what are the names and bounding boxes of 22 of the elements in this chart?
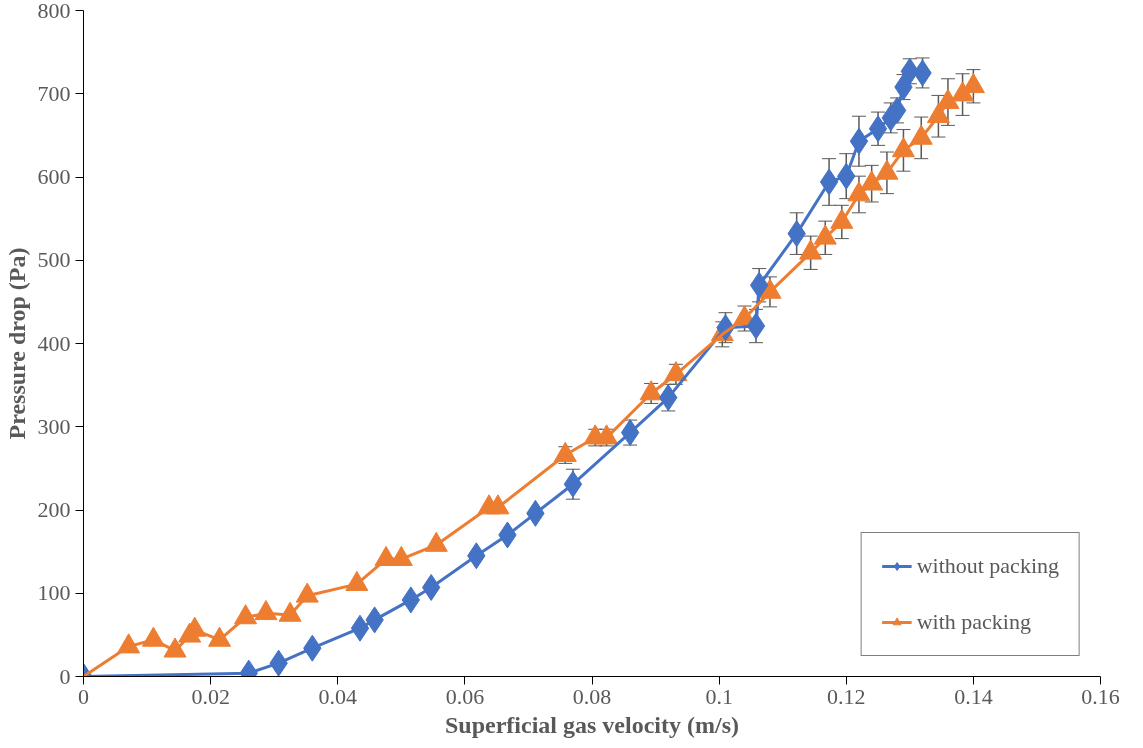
x-tick-label: 0.02 xyxy=(191,683,230,709)
y-tick-label: 0 xyxy=(59,663,71,689)
y-axis-title: Pressure drop (Pa) xyxy=(3,247,30,440)
x-tick-label: 0.12 xyxy=(827,683,866,709)
x-tick-label: 0.1 xyxy=(705,683,733,709)
x-tick-label: 0.06 xyxy=(445,683,485,709)
y-tick-label: 700 xyxy=(37,80,71,106)
y-tick-label: 300 xyxy=(37,413,71,439)
x-axis-title: Superficial gas velocity (m/s) xyxy=(445,711,739,738)
legend-label: with packing xyxy=(916,609,1031,635)
legend-label: without packing xyxy=(916,553,1059,579)
y-tick-label: 800 xyxy=(37,0,71,23)
x-tick-label: 0 xyxy=(78,683,89,709)
y-tick-label: 200 xyxy=(37,497,71,522)
x-tick-label: 0.04 xyxy=(318,683,357,709)
y-tick-label: 400 xyxy=(37,330,71,356)
x-tick-label: 0.08 xyxy=(572,683,612,709)
x-tick-label: 0.16 xyxy=(1081,683,1120,709)
y-tick-label: 500 xyxy=(37,247,71,273)
y-tick-label: 100 xyxy=(37,580,71,606)
y-tick-label: 600 xyxy=(37,164,71,189)
x-tick-label: 0.14 xyxy=(954,683,993,709)
